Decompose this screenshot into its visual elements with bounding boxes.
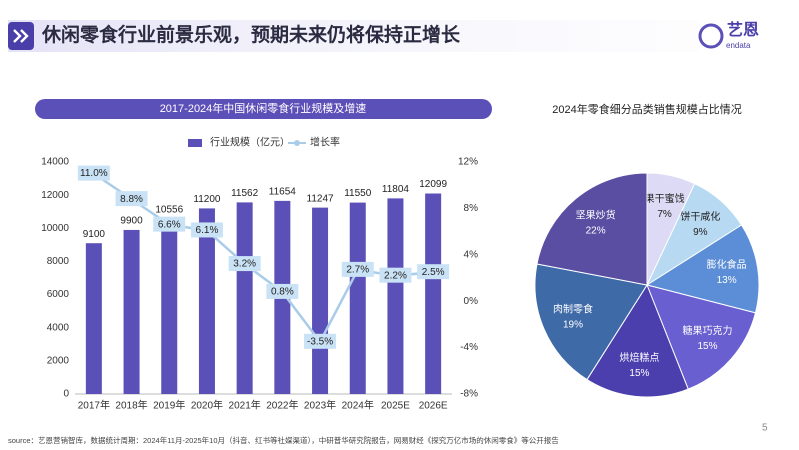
chart-title: 2017-2024年中国休闲零食行业规模及增速 [160,101,367,115]
header-title: 休闲零食行业前景乐观，预期未来仍将保持正增长 [41,23,461,46]
pie-value-label: 19% [563,320,583,331]
bar [123,229,140,394]
legend-label: 行业规模（亿元） [210,136,290,149]
pie-slice [646,284,757,390]
legend-swatch [188,139,202,147]
growth-label: 0.8% [271,287,294,298]
y2-tick-label: 0% [464,296,479,307]
growth-label-bg [266,283,299,299]
pie-category: 果干蜜饯 [645,192,685,205]
pie-slice [645,224,760,314]
header-band [8,20,698,52]
growth-label-bg [115,191,148,207]
bar-label: 11200 [193,194,221,205]
growth-label: 2.7% [346,265,369,276]
bar-label: 9900 [120,216,143,227]
pie-category: 膨化食品 [707,258,747,271]
y-tick-label: 2000 [47,355,70,366]
x-tick-label: 2017年 [78,399,110,412]
growth-label: 2.5% [422,267,445,278]
x-tick-label: 2019年 [153,399,185,412]
y2-tick-label: -8% [460,389,478,400]
bar-label: 11804 [382,184,410,195]
pie-category: 烘焙糕点 [619,351,659,364]
x-tick-label: 2020年 [191,399,223,412]
bar [236,202,253,394]
pie-slice [586,283,689,398]
x-tick-label: 2021年 [229,399,261,412]
source: source：艺恩营销智库，数据统计周期：2024年11月-2025年10月（抖… [8,435,559,445]
growth-label-bg [153,216,186,232]
pie-value-label: 7% [657,209,672,220]
y-tick-label: 14000 [41,157,69,168]
bar-label: 12099 [419,179,447,190]
bar-label: 11562 [231,188,259,199]
logo-mark [698,23,724,49]
bar [85,243,102,394]
growth-label: 6.6% [158,219,181,230]
pie-value-label: 15% [697,341,717,352]
page-number: 5 [762,423,768,434]
y-tick-label: 10000 [41,223,69,234]
growth-label: -3.5% [307,336,333,347]
bar [198,208,215,394]
growth-label-bg [228,256,261,272]
legend-dot [294,140,300,146]
x-tick-label: 2024年 [342,399,374,412]
y-tick-label: 0 [63,389,69,400]
pie-title: 2024年零食细分品类销售规模占比情况 [552,102,741,116]
pie-value-label: 9% [693,227,708,238]
y-tick-label: 4000 [47,322,70,333]
pie-slice [534,263,648,381]
y-tick-label: 6000 [47,289,70,300]
x-tick-label: 2023年 [304,399,336,412]
growth-label-bg [190,222,223,238]
growth-label-bg [417,264,450,280]
x-tick-label: 2025E [381,401,410,412]
legend-label: 增长率 [310,136,340,149]
pie-category: 糖果巧克力 [682,324,732,337]
bar [425,193,442,394]
pie-slice [536,172,648,286]
bar [387,198,404,394]
pie-value-label: 22% [586,226,606,237]
bar [312,207,329,394]
y2-tick-label: 8% [464,203,479,214]
growth-label: 11.0% [80,168,108,179]
x-tick-label: 2022年 [266,399,298,412]
y2-tick-label: 12% [458,157,478,168]
growth-label-bg [77,165,110,181]
bar [349,202,366,394]
logo-sub: endata [726,41,751,50]
pie-category: 饼干咸化 [680,210,720,223]
growth-label-bg [304,333,337,349]
x-tick-label: 2026E [419,401,448,412]
logo: 艺恩 [727,20,759,39]
bar-label: 10556 [155,205,183,216]
growth-label: 8.8% [120,194,143,205]
growth-line [93,172,434,345]
pie-value-label: 15% [629,368,649,379]
growth-label-bg [341,261,374,277]
growth-label: 2.2% [384,270,407,281]
y-tick-label: 12000 [41,190,69,201]
pie-category: 肉制零食 [553,303,593,316]
bar-label: 11550 [344,188,372,199]
y-tick-label: 8000 [47,256,70,267]
x-tick-label: 2018年 [115,399,147,412]
chart-title-pill [35,99,492,119]
bar-label: 9100 [83,229,106,240]
y2-tick-label: -4% [460,342,478,353]
growth-label: 3.2% [233,259,256,270]
bar-label: 11247 [307,193,335,204]
bar-label: 11654 [269,187,297,198]
bar [161,219,178,394]
pie-category: 坚果炒货 [576,209,616,222]
growth-label-bg [379,267,412,283]
chevrons [13,29,29,43]
pie-value-label: 13% [717,275,737,286]
y2-tick-label: 4% [464,249,479,260]
growth-label: 6.1% [196,225,219,236]
